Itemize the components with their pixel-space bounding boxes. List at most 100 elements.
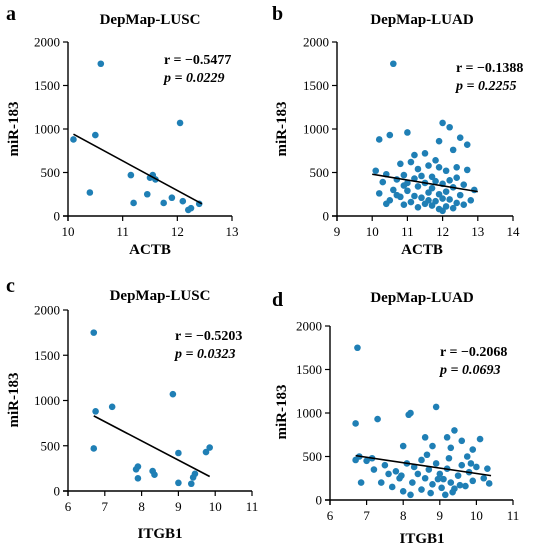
- data-point: [399, 488, 407, 495]
- data-point: [460, 181, 468, 188]
- data-point: [435, 137, 443, 145]
- y-tick-label: 500: [41, 438, 61, 453]
- data-point: [404, 187, 411, 195]
- data-point: [418, 172, 425, 180]
- y-tick-label: 1500: [34, 348, 60, 363]
- data-point: [463, 166, 471, 174]
- x-tick-label: 11: [507, 508, 520, 523]
- data-point: [438, 484, 445, 492]
- data-point: [404, 179, 411, 187]
- data-point: [469, 477, 477, 485]
- data-point: [446, 177, 453, 184]
- data-point: [423, 451, 431, 459]
- y-tick-label: 2000: [34, 35, 60, 50]
- panel-c: c DepMap-LUSC ITGB1 miR-183 r = −0.5203 …: [6, 275, 258, 542]
- data-point: [445, 454, 453, 462]
- data-point: [436, 470, 444, 478]
- data-point: [86, 189, 94, 196]
- data-point: [443, 434, 451, 441]
- data-point: [427, 489, 434, 497]
- data-point: [375, 190, 383, 197]
- data-point: [447, 444, 455, 452]
- x-tick-label: 12: [436, 224, 449, 239]
- data-point: [447, 479, 455, 486]
- x-tick-label: 10: [209, 499, 222, 514]
- data-point: [432, 177, 439, 185]
- data-point: [90, 329, 98, 336]
- data-point: [390, 60, 397, 68]
- data-point: [414, 183, 422, 190]
- data-point: [385, 470, 392, 478]
- regression-line: [372, 173, 478, 193]
- regression-line: [93, 415, 211, 478]
- data-point: [392, 467, 400, 475]
- r-value: r = −0.1388: [456, 61, 523, 76]
- panel-b: b DepMap-LUAD ACTB miR-183 r = −0.1388 p…: [272, 3, 523, 258]
- data-point: [400, 171, 408, 179]
- y-tick-label: 1000: [34, 122, 60, 137]
- x-tick-label: 11: [116, 224, 129, 239]
- data-point: [130, 199, 137, 207]
- data-point: [476, 435, 484, 443]
- data-point: [421, 434, 429, 441]
- r-value: r = −0.5477: [164, 53, 231, 68]
- data-point: [432, 157, 439, 164]
- data-point: [404, 129, 411, 136]
- data-point: [375, 136, 383, 143]
- x-tick-label: 10: [62, 224, 75, 239]
- data-point: [425, 197, 432, 204]
- data-point: [363, 457, 370, 465]
- y-tick-label: 500: [310, 165, 330, 180]
- data-point: [370, 466, 378, 473]
- data-point: [428, 202, 436, 209]
- data-point: [453, 199, 460, 207]
- data-point: [458, 461, 466, 469]
- data-point: [386, 131, 394, 139]
- data-point: [92, 408, 99, 415]
- data-point: [418, 456, 425, 464]
- chart-title: DepMap-LUAD: [370, 12, 473, 28]
- data-point: [429, 481, 436, 488]
- data-point: [382, 200, 390, 208]
- data-point: [169, 390, 177, 398]
- data-point: [143, 190, 151, 198]
- data-point: [381, 461, 389, 469]
- y-tick-label: 500: [303, 449, 323, 464]
- x-axis-label: ACTB: [401, 242, 443, 258]
- data-point: [179, 197, 187, 205]
- data-point: [458, 437, 466, 445]
- p-value: p = 0.0693: [439, 363, 500, 378]
- data-point: [425, 189, 432, 196]
- data-point: [127, 171, 135, 179]
- data-point: [393, 191, 401, 199]
- y-tick-label: 500: [41, 165, 61, 180]
- data-point: [485, 480, 493, 487]
- data-point: [439, 119, 446, 127]
- data-point: [372, 167, 380, 175]
- data-point: [449, 204, 457, 212]
- data-point: [405, 411, 412, 419]
- data-point: [484, 465, 491, 472]
- data-point: [473, 463, 480, 471]
- data-point: [374, 415, 381, 423]
- data-point: [467, 460, 475, 467]
- data-point: [421, 150, 429, 157]
- x-tick-label: 10: [366, 224, 379, 239]
- y-tick-label: 0: [323, 209, 330, 224]
- x-tick-label: 12: [171, 224, 184, 239]
- data-point: [399, 442, 407, 450]
- x-tick-label: 13: [471, 224, 484, 239]
- data-point: [421, 474, 429, 482]
- x-tick-label: 6: [327, 508, 334, 523]
- data-point: [108, 403, 116, 411]
- data-point: [352, 420, 359, 427]
- data-point: [134, 463, 142, 470]
- data-point: [388, 483, 396, 491]
- data-point: [379, 178, 387, 186]
- data-point: [453, 163, 460, 171]
- data-point: [463, 453, 471, 460]
- data-point: [160, 199, 167, 207]
- x-axis-label: ITGB1: [137, 526, 182, 542]
- data-point: [429, 442, 436, 450]
- x-tick-label: 13: [226, 224, 239, 239]
